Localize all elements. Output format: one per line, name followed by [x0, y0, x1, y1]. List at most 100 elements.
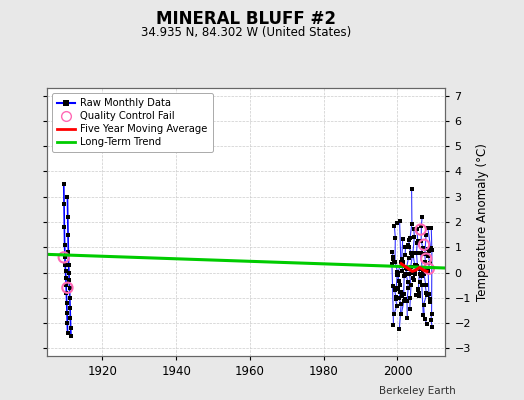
Point — [395, 278, 403, 284]
Point — [67, 325, 75, 331]
Point — [401, 270, 410, 277]
Point — [408, 253, 417, 260]
Point — [398, 256, 406, 262]
Point — [61, 254, 69, 260]
Point — [401, 272, 409, 278]
Point — [417, 238, 425, 244]
Point — [393, 272, 401, 278]
Point — [391, 234, 399, 241]
Point — [417, 226, 425, 233]
Point — [388, 283, 397, 289]
Point — [394, 269, 402, 275]
Point — [422, 232, 430, 238]
Point — [405, 244, 413, 250]
Point — [397, 310, 406, 317]
Point — [405, 255, 413, 261]
Point — [64, 262, 73, 268]
Point — [66, 295, 74, 301]
Point — [421, 281, 430, 288]
Point — [412, 292, 420, 298]
Point — [411, 262, 420, 268]
Point — [413, 240, 421, 247]
Point — [403, 242, 412, 248]
Point — [60, 181, 68, 187]
Point — [63, 194, 72, 200]
Point — [411, 270, 419, 276]
Point — [60, 242, 69, 248]
Point — [62, 290, 71, 296]
Point — [400, 297, 408, 304]
Point — [423, 246, 432, 252]
Point — [424, 268, 432, 274]
Point — [392, 285, 400, 291]
Point — [407, 264, 415, 270]
Point — [421, 282, 429, 288]
Point — [427, 316, 435, 323]
Point — [422, 290, 431, 296]
Point — [390, 223, 399, 230]
Point — [392, 294, 400, 300]
Point — [428, 247, 436, 254]
Point — [409, 250, 417, 257]
Point — [390, 311, 398, 317]
Point — [407, 282, 415, 288]
Point — [394, 286, 402, 293]
Point — [62, 274, 70, 281]
Point — [397, 301, 406, 307]
Point — [409, 270, 418, 276]
Point — [415, 293, 423, 299]
Point — [412, 250, 421, 256]
Point — [64, 249, 72, 256]
Point — [66, 284, 74, 291]
Point — [65, 277, 73, 283]
Point — [416, 278, 424, 285]
Y-axis label: Temperature Anomaly (°C): Temperature Anomaly (°C) — [476, 143, 489, 301]
Point — [403, 298, 411, 304]
Point — [408, 274, 417, 281]
Point — [418, 214, 426, 221]
Point — [392, 220, 401, 226]
Text: 34.935 N, 84.302 W (United States): 34.935 N, 84.302 W (United States) — [141, 26, 352, 39]
Point — [66, 305, 74, 311]
Text: Berkeley Earth: Berkeley Earth — [379, 386, 456, 396]
Point — [392, 303, 401, 309]
Point — [425, 247, 434, 254]
Point — [426, 296, 434, 302]
Point — [391, 296, 400, 302]
Legend: Raw Monthly Data, Quality Control Fail, Five Year Moving Average, Long-Term Tren: Raw Monthly Data, Quality Control Fail, … — [52, 93, 213, 152]
Point — [425, 260, 434, 266]
Point — [416, 266, 424, 272]
Point — [390, 287, 399, 293]
Point — [410, 276, 418, 283]
Point — [420, 269, 429, 276]
Point — [410, 226, 418, 232]
Point — [398, 236, 407, 242]
Point — [409, 270, 417, 276]
Point — [407, 186, 416, 192]
Point — [402, 266, 411, 273]
Point — [67, 332, 75, 339]
Point — [398, 268, 406, 274]
Point — [396, 289, 405, 295]
Point — [60, 201, 68, 208]
Point — [427, 224, 435, 231]
Point — [421, 259, 430, 265]
Point — [64, 232, 72, 238]
Point — [422, 256, 430, 262]
Point — [399, 261, 407, 268]
Point — [65, 269, 73, 276]
Point — [416, 250, 424, 256]
Point — [62, 300, 71, 306]
Point — [66, 315, 74, 321]
Point — [428, 324, 436, 330]
Point — [389, 259, 398, 266]
Point — [397, 259, 405, 265]
Point — [406, 294, 414, 301]
Point — [404, 285, 412, 291]
Point — [406, 234, 414, 241]
Point — [413, 237, 422, 244]
Point — [419, 312, 428, 318]
Point — [424, 266, 433, 272]
Point — [424, 225, 432, 231]
Text: MINERAL BLUFF #2: MINERAL BLUFF #2 — [156, 10, 336, 28]
